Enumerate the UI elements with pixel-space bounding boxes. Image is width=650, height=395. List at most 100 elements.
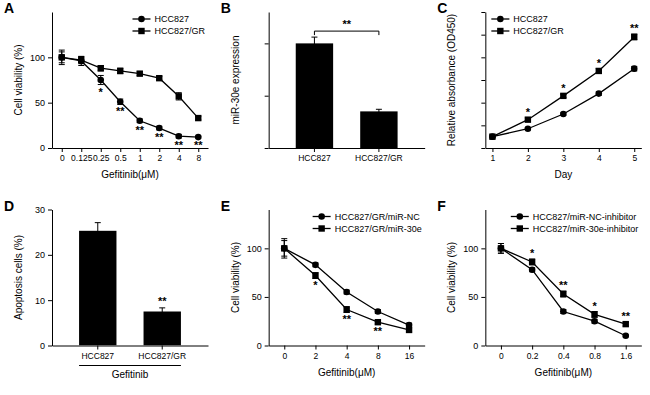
y-tick: 20 (35, 250, 52, 260)
x-tick-label: 2 (526, 153, 531, 163)
plot-area (79, 223, 181, 346)
marker-square (406, 327, 412, 333)
error-stem (314, 37, 315, 50)
y-tick-mark (481, 125, 485, 126)
y-axis-line (485, 210, 486, 346)
error-cap (281, 256, 287, 257)
marker-circle (489, 133, 496, 140)
x-tick-label: 1.6 (620, 351, 632, 361)
y-tick-label: 50 (252, 292, 262, 302)
y-axis-line (52, 210, 53, 346)
y-tick: 50 (252, 292, 269, 302)
x-tick-mark (162, 346, 163, 350)
y-tick-mark (48, 103, 52, 104)
x-axis-line (269, 148, 425, 149)
legend-entry: HCC827/GR/miR-NC (313, 212, 421, 222)
significance: ** (194, 139, 203, 151)
x-tick: 0 (60, 148, 65, 163)
x-tick-label: 4 (597, 153, 602, 163)
marker-circle (312, 262, 319, 269)
x-axis: 00.20.40.81.6 (486, 346, 642, 361)
y-axis-line (52, 13, 53, 149)
significance: ** (374, 325, 383, 337)
marker-circle (560, 111, 567, 118)
marker-square (596, 68, 602, 74)
error-cap (176, 99, 182, 100)
x-tick: 2 (314, 346, 319, 361)
y-tick-label: 10 (35, 296, 45, 306)
marker-square (312, 272, 318, 278)
x-tick-mark (81, 148, 82, 152)
x-tick: 0.4 (558, 346, 570, 361)
error-bar (596, 69, 602, 74)
x-tick: 8 (376, 346, 381, 361)
y-tick-label: 50 (35, 98, 45, 108)
x-tick-mark (159, 148, 160, 152)
error-cap (159, 307, 165, 308)
plot-area (281, 239, 412, 334)
y-tick (481, 148, 485, 149)
x-tick-label: HCC827 (81, 351, 114, 361)
x-axis-line (53, 346, 209, 347)
x-axis: 0 2 4 8 16 (269, 346, 425, 361)
legend-marker (318, 225, 324, 231)
group-label: Gefitinib (112, 369, 149, 380)
x-tick: 4 (597, 148, 602, 163)
y-tick-mark (265, 346, 269, 347)
error-bar (592, 312, 598, 318)
marker-square (195, 115, 201, 121)
x-tick-label: HCC827/GR (138, 351, 186, 361)
y-axis-title: Cell viability (%) (13, 44, 24, 115)
error-bar (98, 75, 104, 84)
y-axis-title: Apoptosis cells (%) (13, 235, 24, 320)
plot-area (58, 50, 201, 140)
x-tick: 4 (345, 346, 350, 361)
marker-square (176, 93, 182, 99)
y-tick (481, 35, 485, 36)
x-tick: HCC827/GR (355, 148, 403, 163)
y-tick: 50 (468, 292, 485, 302)
panel: A05010000.1250.250.51248Gefitinib(μM)Cel… (4, 0, 209, 180)
marker-square (529, 259, 535, 265)
y-tick: 100 (247, 244, 269, 254)
x-tick-label: 2 (157, 153, 162, 163)
legend-marker (138, 16, 145, 23)
legend-entry: HCC827/miR-NC-inhibitor (511, 212, 637, 222)
x-tick-mark (599, 148, 600, 152)
y-axis (265, 13, 270, 149)
significance: ** (559, 279, 568, 291)
significance: ** (158, 295, 167, 307)
x-tick-label: 0.125 (71, 153, 93, 163)
x-tick: 16 (405, 346, 415, 361)
error-bar (281, 241, 287, 257)
significance: * (592, 300, 597, 312)
x-tick-mark (120, 148, 121, 152)
panel-label: A (4, 0, 14, 16)
x-tick: 0 (282, 346, 287, 361)
x-tick-label: 0.2 (527, 351, 539, 361)
legend-label: HCC827/GR (154, 26, 205, 36)
legend-label: HCC827/GR/miR-30e (335, 224, 422, 234)
y-tick (481, 103, 485, 104)
marker-square (59, 54, 65, 60)
error-cap (311, 49, 317, 50)
y-tick-mark (481, 57, 485, 58)
x-tick: 2 (526, 148, 531, 163)
error-cap (78, 63, 84, 64)
marker-circle (97, 77, 104, 84)
legend-entry: HCC827 (491, 14, 548, 24)
error-cap (281, 238, 287, 239)
x-tick-mark (528, 148, 529, 152)
error-cap (498, 243, 504, 244)
x-axis-line (53, 148, 209, 149)
y-tick-mark (265, 297, 269, 298)
marker-square (98, 65, 104, 71)
legend-marker (497, 16, 504, 23)
x-tick-mark (347, 346, 348, 350)
plot-area (498, 244, 629, 340)
significance: * (530, 247, 535, 259)
series-line (62, 57, 199, 137)
y-tick (265, 96, 269, 97)
error-bar (78, 56, 84, 65)
x-tick-label: 1 (138, 153, 143, 163)
